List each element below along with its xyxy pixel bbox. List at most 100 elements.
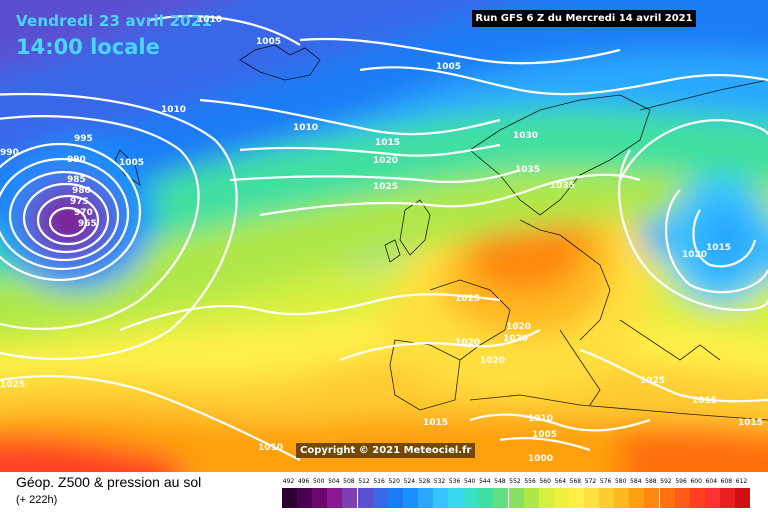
scale-swatch bbox=[719, 488, 735, 508]
pressure-label: 1005 bbox=[256, 37, 282, 47]
scale-label: 548 bbox=[494, 478, 506, 485]
scale-swatch bbox=[402, 488, 418, 508]
pressure-label: 1010 bbox=[161, 105, 187, 115]
pressure-label: 1025 bbox=[373, 182, 399, 192]
pressure-label: 985 bbox=[67, 175, 86, 185]
scale-swatch bbox=[735, 488, 751, 508]
scale-label: 524 bbox=[403, 478, 416, 485]
scale-label: 560 bbox=[539, 478, 551, 485]
scale-swatch bbox=[614, 488, 630, 508]
scale-swatch bbox=[448, 488, 464, 508]
scale-label: 512 bbox=[358, 478, 370, 485]
scale-label: 576 bbox=[599, 478, 612, 485]
scale-label: 504 bbox=[328, 478, 340, 485]
scale-swatch bbox=[327, 488, 343, 508]
scale-label: 516 bbox=[373, 478, 385, 485]
scale-label: 520 bbox=[388, 478, 400, 485]
scale-swatch bbox=[417, 488, 433, 508]
pressure-label: 1030 bbox=[513, 131, 539, 141]
scale-label: 552 bbox=[509, 478, 521, 485]
pressure-label: 995 bbox=[74, 134, 93, 144]
scale-swatch bbox=[674, 488, 690, 508]
scale-swatch bbox=[599, 488, 615, 508]
scale-label: 492 bbox=[282, 478, 295, 485]
pressure-label: 1010 bbox=[258, 443, 284, 453]
scale-swatch bbox=[644, 488, 660, 508]
scale-label: 608 bbox=[720, 478, 733, 485]
scale-label: 532 bbox=[433, 478, 446, 485]
scale-label: 500 bbox=[312, 478, 325, 485]
coastlines bbox=[114, 44, 768, 421]
pressure-label: 990 bbox=[67, 155, 86, 165]
isobars bbox=[0, 15, 768, 461]
scale-label: 540 bbox=[463, 478, 476, 485]
color-scale: 492 496 500 504 508 512 516 520 524 528 532 536 540 5… bbox=[282, 478, 751, 508]
pressure-label: 1015 bbox=[375, 138, 401, 148]
scale-label: 580 bbox=[614, 478, 627, 485]
scale-label: 544 bbox=[479, 478, 491, 485]
scale-swatch bbox=[433, 488, 449, 508]
forecast-local-time: 14:00 locale bbox=[16, 35, 160, 59]
scale-swatch bbox=[584, 488, 600, 508]
scale-label: 584 bbox=[630, 478, 642, 485]
pressure-label: 965 bbox=[78, 219, 97, 229]
pressure-label: 1005 bbox=[532, 430, 558, 440]
scale-label: 536 bbox=[448, 478, 461, 485]
scale-swatch bbox=[523, 488, 539, 508]
scale-label: 556 bbox=[524, 478, 536, 485]
pressure-label: 1010 bbox=[293, 123, 319, 133]
scale-swatch bbox=[689, 488, 705, 508]
scale-label: 596 bbox=[675, 478, 687, 485]
pressure-label: 970 bbox=[74, 208, 93, 218]
pressure-label: 975 bbox=[70, 197, 89, 207]
scale-swatch bbox=[568, 488, 584, 508]
copyright-notice: Copyright © 2021 Meteociel.fr bbox=[296, 443, 476, 458]
scale-label: 572 bbox=[584, 478, 597, 485]
pressure-label: 1015 bbox=[706, 243, 732, 253]
scale-label: 528 bbox=[418, 478, 431, 485]
scale-swatch bbox=[297, 488, 313, 508]
pressure-label: 1010 bbox=[197, 15, 223, 25]
scale-swatch bbox=[493, 488, 509, 508]
scale-label: 564 bbox=[554, 478, 567, 485]
scale-label: 604 bbox=[705, 478, 718, 485]
pressure-label: 1025 bbox=[640, 376, 666, 386]
pressure-label: 1020 bbox=[480, 356, 506, 366]
pressure-label: 1020 bbox=[503, 334, 529, 344]
pressure-label: 1020 bbox=[373, 156, 399, 166]
geopotential-field bbox=[0, 0, 768, 472]
pressure-label: 1010 bbox=[528, 414, 554, 424]
scale-swatch bbox=[629, 488, 645, 508]
scale-swatch bbox=[342, 488, 358, 508]
pressure-label: 1015 bbox=[692, 396, 718, 406]
scale-label: 612 bbox=[735, 478, 748, 485]
pressure-label: 990 bbox=[0, 148, 19, 158]
scale-label: 496 bbox=[297, 478, 310, 485]
scale-swatch bbox=[553, 488, 569, 508]
scale-swatch bbox=[387, 488, 403, 508]
pressure-label: 1005 bbox=[436, 62, 462, 72]
scale-swatch bbox=[508, 488, 524, 508]
scale-swatch bbox=[312, 488, 328, 508]
scale-swatch bbox=[372, 488, 388, 508]
scale-label: 588 bbox=[645, 478, 657, 485]
pressure-label: 1020 bbox=[682, 250, 708, 260]
scale-swatch bbox=[538, 488, 554, 508]
pressure-label: 1025 bbox=[455, 294, 481, 304]
forecast-date: Vendredi 23 avril 2021 bbox=[16, 12, 213, 30]
scale-label: 600 bbox=[690, 478, 702, 485]
scale-label: 568 bbox=[569, 478, 582, 485]
pressure-label: 1015 bbox=[738, 418, 764, 428]
pressure-label: 1020 bbox=[506, 322, 532, 332]
scale-swatch bbox=[357, 488, 373, 508]
scale-swatch bbox=[704, 488, 720, 508]
legend-subtitle: (+ 222h) bbox=[16, 494, 58, 506]
scale-label: 592 bbox=[660, 478, 672, 485]
scale-label: 508 bbox=[343, 478, 355, 485]
pressure-label: 1020 bbox=[455, 338, 481, 348]
scale-swatch bbox=[463, 488, 479, 508]
map-graphic bbox=[0, 0, 768, 472]
weather-map bbox=[0, 0, 768, 472]
pressure-label: 1015 bbox=[423, 418, 449, 428]
scale-swatch bbox=[659, 488, 675, 508]
